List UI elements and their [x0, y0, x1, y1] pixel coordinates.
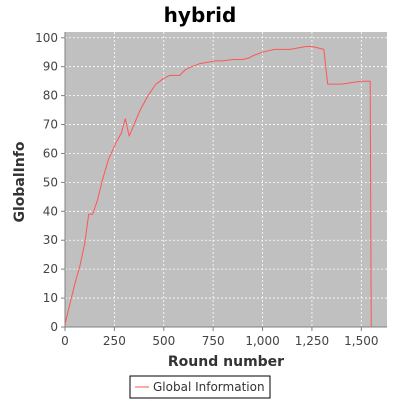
y-tick-label: 80: [43, 89, 58, 103]
tick-labels: 0 10 20 30 40 50 60 70 80 90 100 0 250 500 750 1,000 1,2…: [35, 31, 378, 348]
y-tick-label: 10: [43, 291, 58, 305]
x-tick-label: 250: [103, 334, 126, 348]
axes: [61, 32, 387, 331]
chart-title: hybrid: [164, 3, 237, 27]
legend-box: [129, 375, 271, 399]
y-tick-label: 70: [43, 118, 58, 132]
y-tick-label: 60: [43, 146, 58, 160]
y-tick-label: 40: [43, 204, 58, 218]
x-axis-label: Round number: [168, 354, 284, 370]
x-tick-label: 1,250: [295, 334, 329, 348]
y-tick-label: 0: [50, 320, 58, 334]
y-tick-label: 20: [43, 262, 58, 276]
x-tick-label: 500: [152, 334, 175, 348]
y-tick-label: 50: [43, 175, 58, 189]
y-tick-label: 100: [35, 31, 58, 45]
x-tick-label: 1,500: [344, 334, 378, 348]
x-tick-label: 0: [61, 334, 69, 348]
plot-area: [65, 32, 387, 327]
series-line: [64, 46, 372, 328]
y-tick-label: 30: [43, 233, 58, 247]
y-tick-label: 90: [43, 60, 58, 74]
x-tick-label: 750: [202, 334, 225, 348]
legend: Global Information: [129, 375, 271, 399]
legend-label: Global Information: [153, 380, 265, 394]
series-layer: [64, 46, 372, 328]
x-tick-label: 1,000: [245, 334, 279, 348]
y-axis-label: GlobalInfo: [12, 141, 28, 222]
